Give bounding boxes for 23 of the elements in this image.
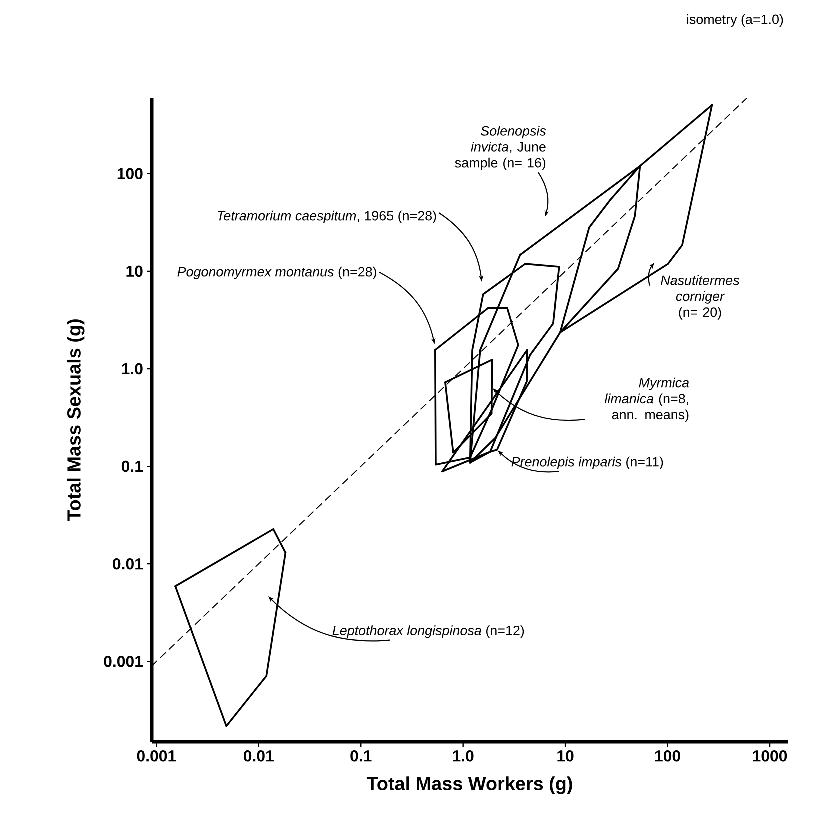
- x-tick-label: 1000: [753, 750, 788, 762]
- text: isometry (a=1.0): [687, 14, 784, 27]
- annotation: Pogonomyrmex montanus (n=28): [178, 266, 376, 280]
- y-axis-title: Total Mass Sexuals (g): [67, 320, 85, 522]
- x-tick-label: 0.01: [244, 750, 274, 762]
- y-tick-label: 0.1: [122, 460, 144, 472]
- annotation: Solenopsis invicta, June sample (n= 16): [455, 126, 546, 170]
- y-tick-label: 10: [126, 266, 143, 278]
- y-tick-label: 1.0: [122, 363, 143, 375]
- annotation: Leptothorax longispinosa (n=12): [332, 626, 524, 638]
- y-tick-label: 100: [118, 168, 143, 180]
- annotation: Myrmica limanica (n=8, ann. means): [604, 378, 690, 422]
- x-tick-label: 10: [558, 750, 574, 762]
- annotation: Prenolepis imparis (n=11): [512, 456, 664, 470]
- annotation: Tetramorium caespitum, 1965 (n=28): [218, 210, 436, 224]
- y-tick-label: 0.001: [104, 656, 144, 668]
- x-tick-label: 1.0: [453, 750, 474, 762]
- x-tick-label: 0.1: [350, 750, 372, 762]
- y-tick-label: 0.01: [113, 558, 144, 570]
- x-tick-label: 0.001: [137, 750, 176, 762]
- annotation: Nasutitermes corniger (n= 20): [661, 275, 740, 320]
- x-tick-label: 100: [655, 750, 680, 762]
- x-axis-title: Total Mass Workers (g): [366, 776, 572, 794]
